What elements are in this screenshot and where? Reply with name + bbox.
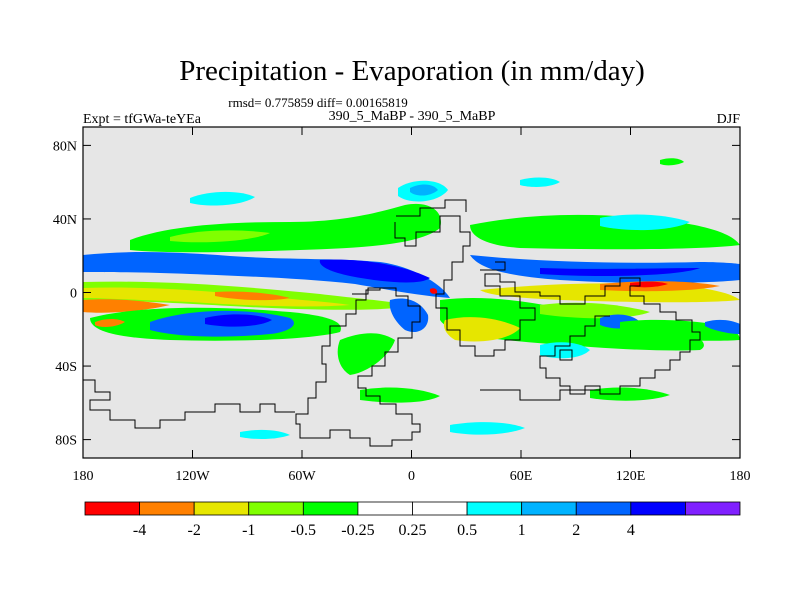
contour-australia-blue bbox=[705, 319, 740, 334]
contour-equator-yellow bbox=[83, 287, 350, 307]
colorbar-label: 0.5 bbox=[457, 522, 477, 539]
contour-southern-ocean-cyan2 bbox=[240, 429, 290, 440]
contour-equator-orange-mid bbox=[215, 291, 290, 301]
colorbar-swatch bbox=[193, 501, 250, 516]
contour-itcz-north-core bbox=[319, 259, 430, 283]
contour-sh-pacific-orange bbox=[95, 319, 125, 327]
season-label: DJF bbox=[717, 112, 741, 127]
colorbar-label: 1 bbox=[518, 522, 526, 539]
south-america-outline bbox=[295, 287, 421, 447]
colorbar-swatch bbox=[575, 501, 632, 516]
stats-label: rmsd= 0.775859 diff= 0.00165819 bbox=[228, 95, 407, 110]
antarctic-coast-outline bbox=[83, 379, 600, 429]
colorbar-swatch bbox=[685, 501, 741, 516]
lat-tick-label: 0 bbox=[70, 287, 77, 302]
contour-southern-ocean-cyan bbox=[450, 422, 525, 435]
lat-tick-label: 80N bbox=[53, 139, 77, 154]
contour-atlantic-green bbox=[337, 333, 395, 375]
contour-asia-cyan bbox=[600, 214, 690, 231]
colorbar-swatch bbox=[84, 501, 140, 516]
contour-africa-red bbox=[429, 288, 438, 294]
north-america-coast-outline bbox=[352, 261, 506, 295]
contour-equator-orange-west bbox=[83, 299, 170, 313]
contour-nh-lime bbox=[170, 230, 270, 243]
colorbar-label: -4 bbox=[133, 522, 146, 539]
contour-amazon-blue bbox=[389, 298, 429, 333]
contour-africa-south-yellow bbox=[443, 317, 520, 342]
contour-sh-pacific-core bbox=[205, 314, 272, 327]
colorbar-swatch bbox=[521, 501, 577, 516]
contour-north-atlantic-blue bbox=[410, 184, 438, 196]
arctic-outline bbox=[396, 199, 467, 217]
lon-tick-label: 60E bbox=[510, 469, 533, 484]
madagascar-outline bbox=[559, 349, 573, 361]
experiment-label: Expt = tfGWa-teYEa bbox=[83, 112, 202, 127]
lon-tick-label: 120E bbox=[616, 469, 646, 484]
colorbar-label: -2 bbox=[188, 522, 201, 539]
longitude-ticks: 180 120W 60W 0 60E 120E 180 bbox=[73, 127, 751, 484]
lon-tick-label: 120W bbox=[175, 469, 210, 484]
continent-outlines bbox=[83, 199, 701, 447]
lon-tick-label: 0 bbox=[408, 469, 415, 484]
figure-title: Precipitation - Evaporation (in mm/day) bbox=[179, 55, 645, 87]
colorbar-swatch bbox=[139, 501, 195, 516]
contour-indian-south-lime bbox=[540, 302, 650, 319]
contour-north-pacific-cyan bbox=[190, 191, 255, 206]
lon-tick-label: 60W bbox=[288, 469, 316, 484]
lat-tick-label: 40N bbox=[53, 213, 77, 228]
colorbar-swatch bbox=[302, 501, 359, 516]
contour-arctic-cyan bbox=[520, 177, 560, 187]
colorbar-label: -1 bbox=[242, 522, 255, 539]
colorbar-swatch bbox=[248, 501, 304, 516]
colorbar: -4 -2 -1 -0.5 -0.25 0.25 0.5 1 2 4 bbox=[84, 501, 741, 539]
map-panel: 180 120W 60W 0 60E 120E 180 80N 40N 0 40S 80S bbox=[53, 126, 751, 484]
lat-tick-label: 80S bbox=[55, 434, 77, 449]
colorbar-label: 2 bbox=[572, 522, 580, 539]
colorbar-swatch bbox=[466, 501, 523, 516]
colorbar-label: 0.25 bbox=[399, 522, 427, 539]
lon-tick-label: 180 bbox=[730, 469, 751, 484]
contour-africa-south-green bbox=[440, 297, 704, 351]
colorbar-label: -0.25 bbox=[341, 522, 374, 539]
latitude-ticks: 80N 40N 0 40S 80S bbox=[53, 139, 740, 449]
africa-eurasia-outline bbox=[394, 215, 701, 395]
lon-tick-label: 180 bbox=[73, 469, 94, 484]
lat-tick-label: 40S bbox=[55, 360, 77, 375]
case-label: 390_5_MaBP - 390_5_MaBP bbox=[329, 109, 496, 124]
colorbar-label: -0.5 bbox=[291, 522, 316, 539]
contour-southern-ocean-green2 bbox=[590, 387, 670, 401]
colorbar-swatch bbox=[412, 501, 468, 516]
contour-fills bbox=[83, 158, 740, 440]
contour-pacific-north-core bbox=[540, 268, 700, 276]
colorbar-swatch bbox=[630, 501, 686, 516]
colorbar-label: 4 bbox=[627, 522, 635, 539]
contour-polar-green bbox=[660, 158, 684, 166]
colorbar-swatch bbox=[357, 501, 413, 516]
